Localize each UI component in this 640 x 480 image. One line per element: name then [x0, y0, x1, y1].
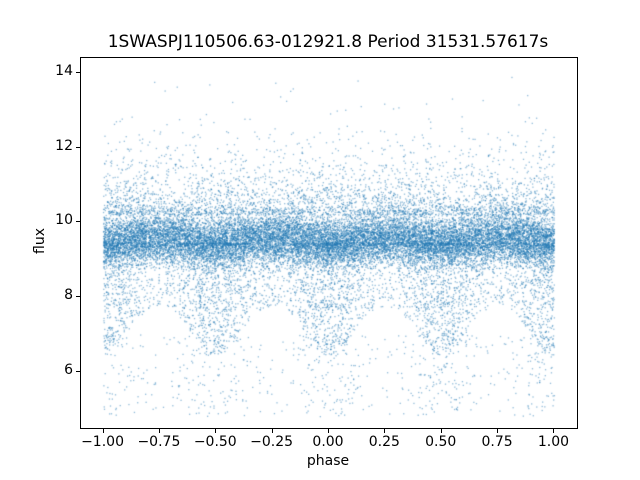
y-tick-mark [76, 71, 80, 73]
x-tick-mark [497, 429, 499, 433]
x-tick-label: −0.25 [250, 434, 294, 450]
x-tick-mark [158, 429, 160, 433]
chart-title: 1SWASPJ110506.63-012921.8 Period 31531.5… [107, 32, 549, 52]
y-tick-mark [76, 221, 80, 223]
y-tick-label: 6 [64, 361, 73, 378]
y-tick-label: 12 [55, 137, 73, 154]
x-tick-label: −1.00 [81, 434, 124, 450]
y-tick-label: 10 [55, 212, 73, 229]
x-tick-label: −0.50 [193, 434, 237, 450]
x-tick-label: 1.00 [537, 434, 570, 450]
scatter-points-canvas [81, 58, 577, 428]
x-tick-label: 0.50 [425, 434, 457, 450]
x-tick-label: −0.75 [137, 434, 181, 450]
y-tick-mark [76, 296, 80, 298]
y-tick-label: 8 [64, 287, 73, 304]
plot-area [80, 57, 578, 429]
x-tick-mark [215, 429, 217, 433]
y-tick-mark [76, 370, 80, 372]
x-tick-mark [553, 429, 555, 433]
y-axis-label: flux [32, 228, 48, 254]
x-axis-label: phase [306, 453, 350, 469]
x-tick-label: 0.25 [368, 434, 400, 450]
x-tick-mark [328, 429, 329, 433]
x-tick-mark [102, 429, 104, 433]
y-tick-label: 14 [55, 62, 73, 79]
x-tick-mark [384, 429, 386, 433]
x-tick-label: 0.75 [481, 434, 513, 450]
x-tick-mark [440, 429, 442, 433]
y-tick-mark [76, 146, 80, 148]
x-tick-mark [271, 429, 273, 433]
x-tick-label: 0.00 [312, 434, 344, 450]
